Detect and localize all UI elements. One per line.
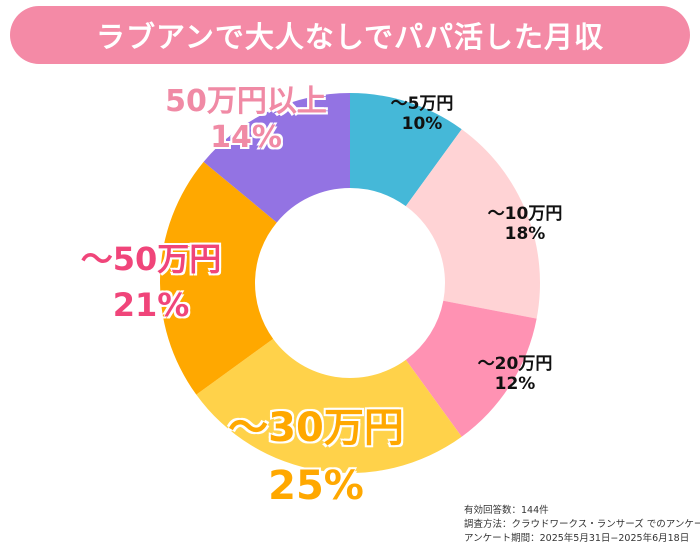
slice-under-10man xyxy=(405,129,540,319)
label-under-50man: 〜50万円 21% xyxy=(56,240,246,325)
slice-label-under-20man: 〜20万円 xyxy=(477,354,553,374)
label-under-30man: 〜30万円 25% xyxy=(196,404,436,510)
label-under-5man: 〜5万円 10% xyxy=(372,94,472,135)
slice-label-under-10man: 〜10万円 xyxy=(487,204,563,224)
slice-percent-under-20man: 12% xyxy=(494,374,536,395)
chart-title: ラブアンで大人なしでパパ活した月収 xyxy=(96,20,604,54)
slice-label-under-5man: 〜5万円 xyxy=(390,94,454,114)
survey-notes: 有効回答数：144件 調査方法：クラウドワークス・ランサーズ でのアンケート ア… xyxy=(464,504,700,545)
label-under-20man: 〜20万円 12% xyxy=(460,354,570,395)
slice-under-50man xyxy=(160,161,277,395)
respondents-note: 有効回答数：144件 xyxy=(464,505,549,516)
period-note: アンケート期間：2025年5月31日−2025年6月18日 xyxy=(464,532,690,544)
label-under-10man: 〜10万円 18% xyxy=(470,204,580,245)
slice-under-20man xyxy=(405,300,537,437)
slice-percent-under-5man: 10% xyxy=(401,114,443,135)
slice-percent-over-50man: 14% xyxy=(210,120,282,155)
slice-percent-under-30man: 25% xyxy=(268,463,364,509)
slice-percent-under-10man: 18% xyxy=(504,224,546,245)
slice-percent-under-50man: 21% xyxy=(112,286,190,325)
method-note: 調査方法：クラウドワークス・ランサーズ でのアンケート xyxy=(464,518,700,530)
slice-under-30man xyxy=(196,338,462,473)
slice-label-under-50man: 〜50万円 xyxy=(80,240,222,278)
slice-label-under-30man: 〜30万円 xyxy=(228,405,404,451)
label-over-50man: 50万円以上 14% xyxy=(146,84,346,156)
slice-under-5man xyxy=(350,93,462,207)
title-banner: ラブアンで大人なしでパパ活した月収 xyxy=(10,6,690,64)
slice-label-over-50man: 50万円以上 xyxy=(165,84,327,119)
slice-over-50man xyxy=(203,93,350,223)
